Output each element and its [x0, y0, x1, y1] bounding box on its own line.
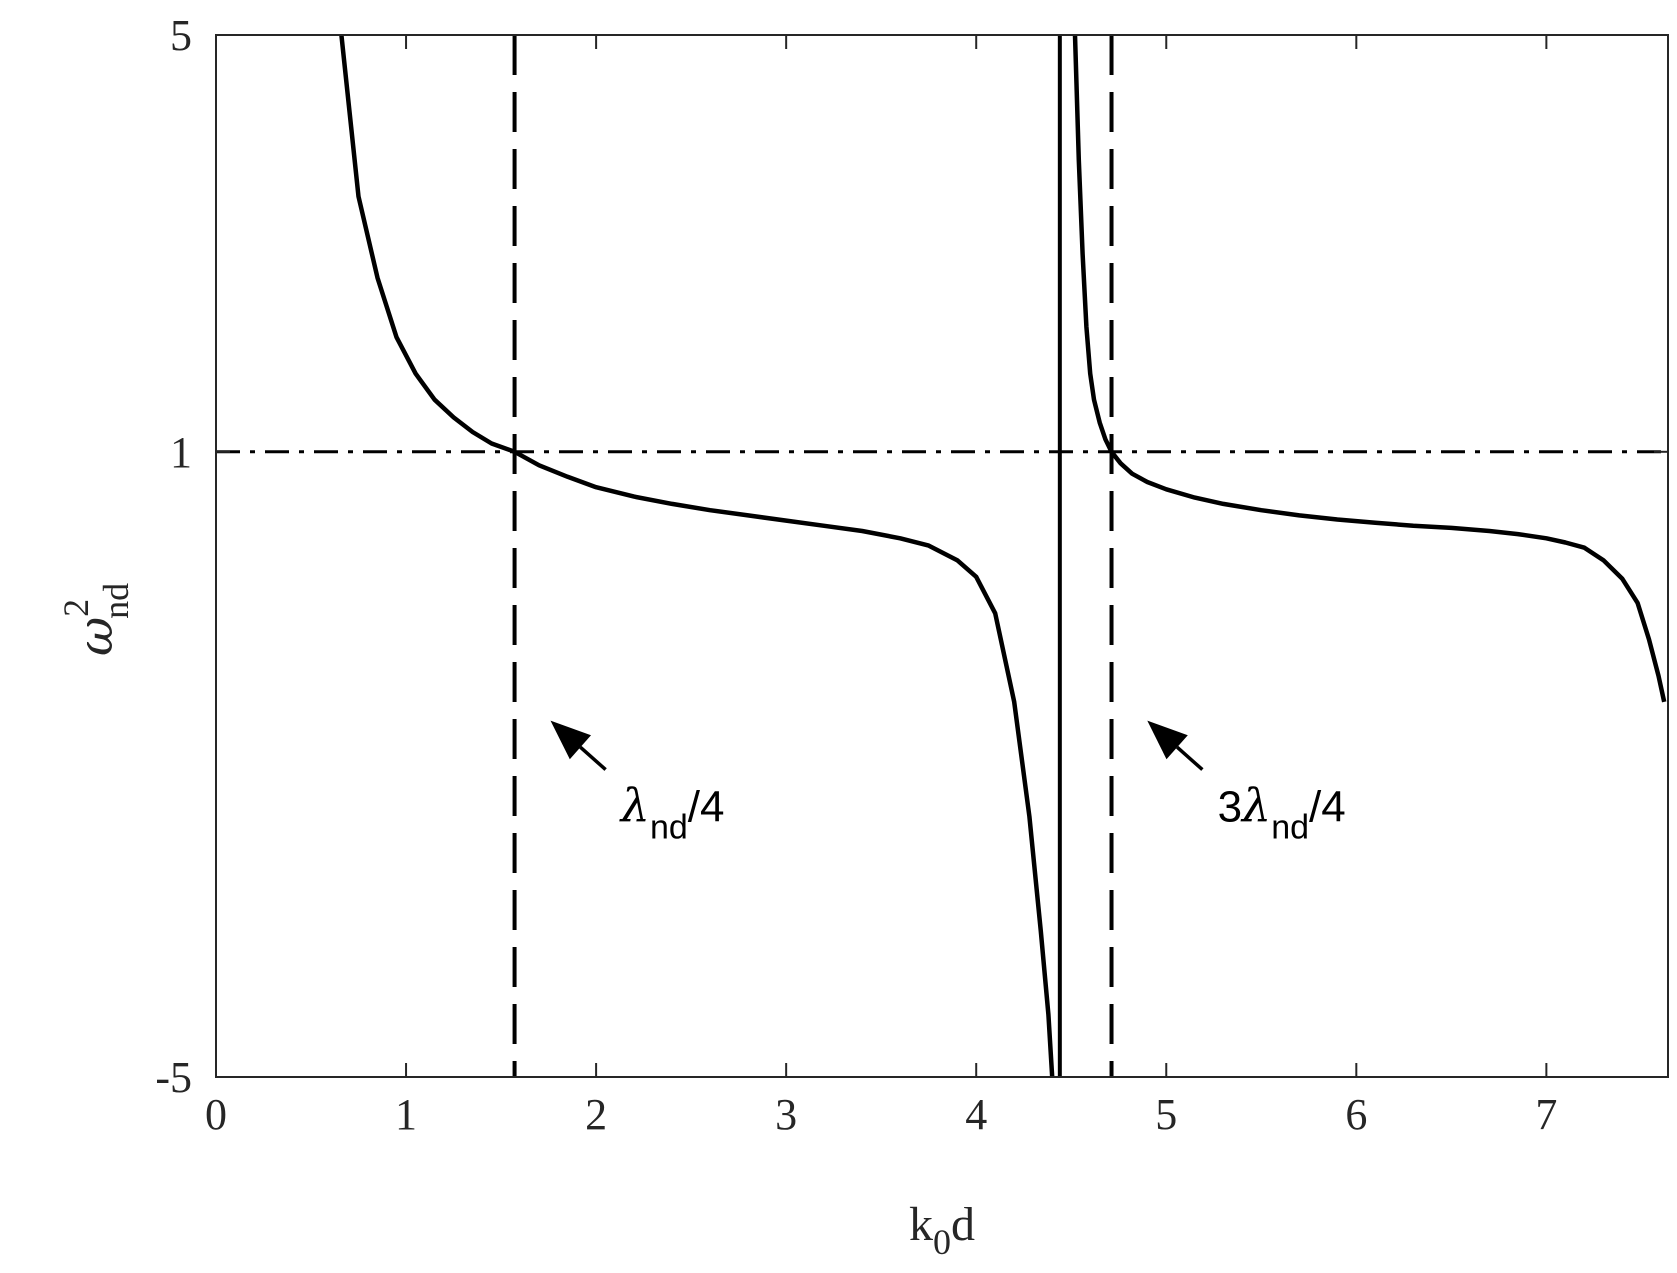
annotation-arrow-shaft-2 — [1175, 745, 1204, 771]
x-tick-label-4: 4 — [965, 1090, 987, 1139]
x-tick-label-6: 6 — [1345, 1090, 1367, 1139]
annotation-label-1: λnd/4 — [619, 779, 725, 847]
y-tick-label--5: -5 — [155, 1053, 192, 1102]
x-tick-label-1: 1 — [395, 1090, 417, 1139]
annotation-layer: λnd/4 3λnd/4 — [550, 720, 1346, 847]
annotation-arrow-head-1 — [550, 720, 591, 760]
x-tick-label-7: 7 — [1535, 1090, 1557, 1139]
plot-frame — [215, 34, 1669, 1078]
y-axis-label: ω2nd — [56, 583, 136, 656]
x-tick-label-0: 0 — [205, 1090, 227, 1139]
tick-layer: 0 1 2 3 4 5 6 7 -5 1 5 — [155, 11, 1668, 1139]
axis-label-layer: k0d ω2nd — [56, 583, 975, 1262]
curve-branch-1 — [339, 34, 1055, 1078]
annotation-label-2: 3λnd/4 — [1218, 779, 1346, 847]
curve-branch-2 — [1072, 34, 1667, 703]
y-tick-label-5: 5 — [170, 11, 192, 60]
x-tick-label-3: 3 — [775, 1090, 797, 1139]
annotation-arrow-head-2 — [1147, 720, 1188, 760]
x-tick-label-2: 2 — [585, 1090, 607, 1139]
reference-lines — [216, 35, 1668, 1077]
x-tick-label-5: 5 — [1155, 1090, 1177, 1139]
x-axis-label: k0d — [909, 1198, 975, 1262]
curve-layer — [339, 34, 1667, 1078]
annotation-arrow-shaft-1 — [579, 745, 607, 771]
y-tick-label-1: 1 — [170, 428, 192, 477]
